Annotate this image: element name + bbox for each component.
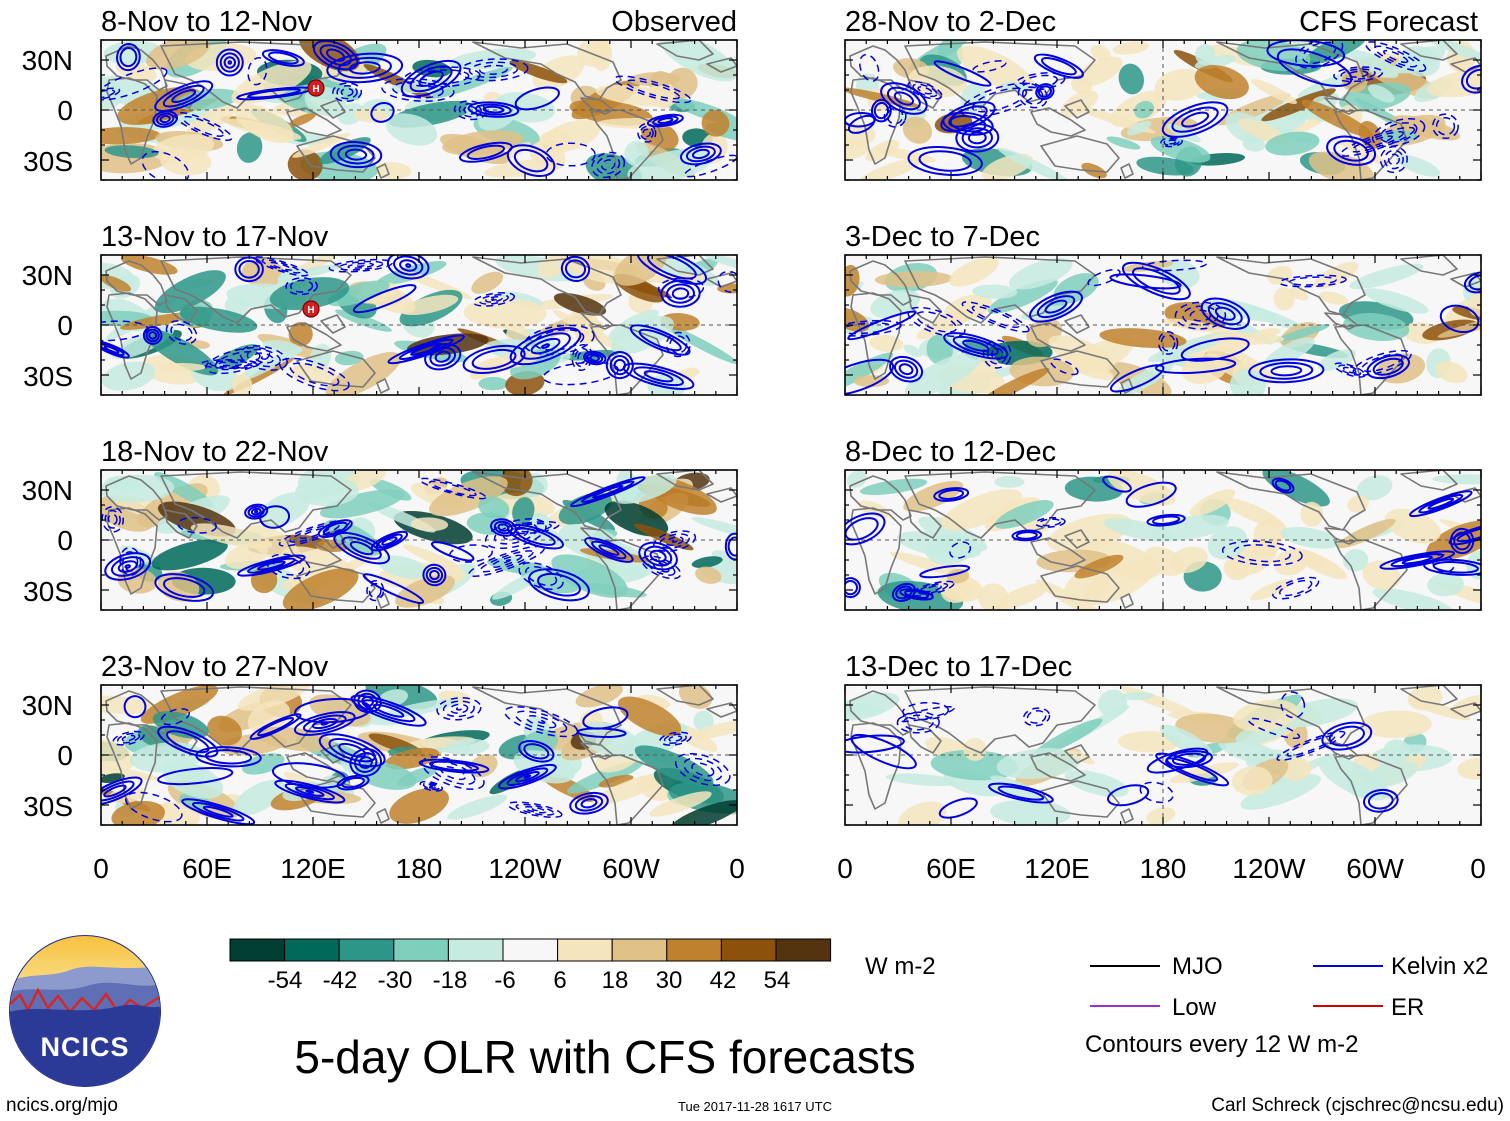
colorbar-tick-8: 30 [656,967,683,994]
legend-label-kelvin: Kelvin x2 [1391,953,1488,980]
colorbar-swatch [666,938,722,962]
wave-legend: MJO Kelvin x2 Low ER Contours every 12 W… [1085,953,1488,1058]
lat-label-30s: 30S [23,361,73,392]
colorbar-swatch [611,938,668,962]
lat-label-0: 0 [57,525,73,556]
panel-title-obs-4: 23-Nov to 27-Nov [101,651,329,683]
panel-title-fc-4: 13-Dec to 17-Dec [845,651,1072,683]
colorbar-tick-5: -6 [494,967,515,994]
legend-label-er: ER [1391,994,1424,1021]
panel-title-obs-2: 13-Nov to 17-Nov [101,221,329,253]
lon-label-120e: 120E [1024,853,1089,884]
lat-label-0: 0 [57,95,73,126]
lon-label-0-east: 0 [1470,853,1486,884]
panel-forecast-2 [844,254,1482,396]
lat-label-30n: 30N [22,260,73,291]
lon-label-60w: 60W [602,853,660,884]
main-title: 5-day OLR with CFS forecasts [294,1031,915,1083]
colorbar-tick-7: 18 [602,967,629,994]
lat-label-30n: 30N [22,475,73,506]
panel-observed-3 [100,469,738,611]
logo-text: NCICS [40,1032,129,1062]
contour-note: Contours every 12 W m-2 [1085,1031,1358,1058]
footer-url: ncics.org/mjo [6,1095,118,1116]
colorbar-tick-6: 6 [553,967,566,994]
lon-label-0: 0 [93,853,109,884]
panel-forecast-4 [844,684,1482,826]
colorbar-tick-4: -18 [433,967,468,994]
cfs-forecast-label: CFS Forecast [1299,6,1478,38]
cyclone-icon [302,300,320,318]
panel-observed-2: H [100,254,738,396]
lat-label-30n: 30N [22,45,73,76]
colorbar-unit: W m-2 [865,953,936,980]
lon-label-180: 180 [396,853,443,884]
lat-label-30s: 30S [23,791,73,822]
observed-label: Observed [611,6,737,38]
colorbar [229,938,832,962]
colorbar-swatch [557,938,613,962]
panel-observed-4 [100,684,738,826]
colorbar-tick-10: 54 [764,967,791,994]
lon-label-60w: 60W [1346,853,1404,884]
colorbar-swatch [338,938,395,962]
lon-label-60e: 60E [926,853,976,884]
colorbar-tick-2: -42 [323,967,358,994]
colorbar-swatch [447,938,504,962]
panel-title-fc-2: 3-Dec to 7-Dec [845,221,1040,253]
lon-label-120w: 120W [488,853,562,884]
panel-observed-1: H [100,39,738,181]
lon-label-60e: 60E [182,853,232,884]
colorbar-swatch [720,938,777,962]
lat-label-0: 0 [57,740,73,771]
footer-author: Carl Schreck (cjschrec@ncsu.edu) [1211,1095,1504,1116]
colorbar-tick-3: -30 [378,967,413,994]
panel-title-fc-1: 28-Nov to 2-Dec [845,6,1056,38]
lat-label-30s: 30S [23,146,73,177]
panel-forecast-3 [844,469,1482,611]
cyclone-label: H [307,305,314,316]
lon-label-0: 0 [837,853,853,884]
lon-label-120w: 120W [1232,853,1306,884]
panel-title-obs-3: 18-Nov to 22-Nov [101,436,329,468]
colorbar-swatch [502,938,559,962]
colorbar-swatch [284,938,340,962]
colorbar-swatch [775,938,832,962]
cyclone-icon [307,79,325,97]
ncics-logo: NCICS [9,935,161,1087]
colorbar-swatch [229,938,286,962]
lon-label-0-east: 0 [729,853,745,884]
legend-label-low: Low [1172,994,1217,1021]
legend-label-mjo: MJO [1172,953,1223,980]
panel-title-obs-1: 8-Nov to 12-Nov [101,6,313,38]
lon-label-180: 180 [1140,853,1187,884]
colorbar-tick-1: -54 [268,967,303,994]
lat-label-0: 0 [57,310,73,341]
lat-label-30s: 30S [23,576,73,607]
panel-title-fc-3: 8-Dec to 12-Dec [845,436,1056,468]
footer-timestamp: Tue 2017-11-28 1617 UTC [678,1099,832,1114]
panel-forecast-1 [844,39,1482,181]
colorbar-tick-9: 42 [710,967,737,994]
colorbar-swatch [393,938,449,962]
cyclone-label: H [312,84,319,95]
lat-label-30n: 30N [22,690,73,721]
lon-label-120e: 120E [280,853,345,884]
